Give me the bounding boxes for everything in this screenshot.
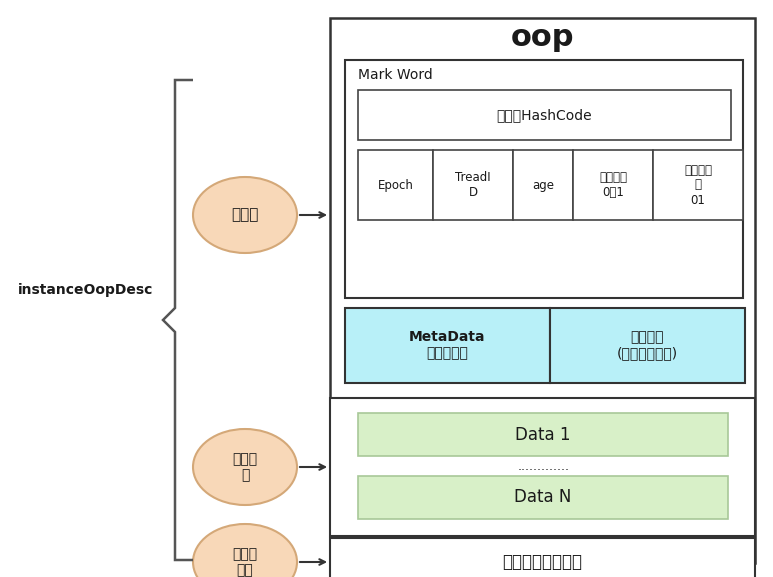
FancyBboxPatch shape xyxy=(330,538,755,577)
Text: 数组长度
(数组对象才有): 数组长度 (数组对象才有) xyxy=(617,331,678,361)
Text: Epoch: Epoch xyxy=(377,178,414,192)
Text: instanceOopDesc: instanceOopDesc xyxy=(18,283,153,297)
Text: 偏向状态
0或1: 偏向状态 0或1 xyxy=(599,171,627,199)
Text: age: age xyxy=(532,178,554,192)
Text: 对齐填充（选填）: 对齐填充（选填） xyxy=(502,553,582,571)
FancyBboxPatch shape xyxy=(358,413,728,456)
Text: Data 1: Data 1 xyxy=(516,425,570,444)
Text: 对象头: 对象头 xyxy=(231,208,259,223)
Text: .............: ............. xyxy=(518,459,570,473)
FancyBboxPatch shape xyxy=(573,150,653,220)
FancyBboxPatch shape xyxy=(513,150,573,220)
FancyBboxPatch shape xyxy=(345,308,550,383)
FancyBboxPatch shape xyxy=(358,90,731,140)
FancyBboxPatch shape xyxy=(330,398,755,536)
Text: oop: oop xyxy=(510,24,574,53)
Ellipse shape xyxy=(193,524,297,577)
FancyBboxPatch shape xyxy=(358,476,728,519)
Ellipse shape xyxy=(193,429,297,505)
FancyBboxPatch shape xyxy=(345,60,743,298)
Text: TreadI
D: TreadI D xyxy=(455,171,491,199)
Text: Mark Word: Mark Word xyxy=(358,68,433,82)
Text: 对象的HashCode: 对象的HashCode xyxy=(496,108,592,122)
Text: MetaData
元数据指针: MetaData 元数据指针 xyxy=(409,331,485,361)
FancyBboxPatch shape xyxy=(330,18,755,563)
FancyBboxPatch shape xyxy=(433,150,513,220)
FancyBboxPatch shape xyxy=(358,150,433,220)
Text: Data N: Data N xyxy=(514,489,572,507)
Text: 锁状态标
志
01: 锁状态标 志 01 xyxy=(684,163,712,207)
FancyBboxPatch shape xyxy=(550,308,745,383)
FancyBboxPatch shape xyxy=(653,150,743,220)
Text: 对齐填
充位: 对齐填 充位 xyxy=(233,547,257,577)
Text: 实例数
据: 实例数 据 xyxy=(233,452,257,482)
Ellipse shape xyxy=(193,177,297,253)
